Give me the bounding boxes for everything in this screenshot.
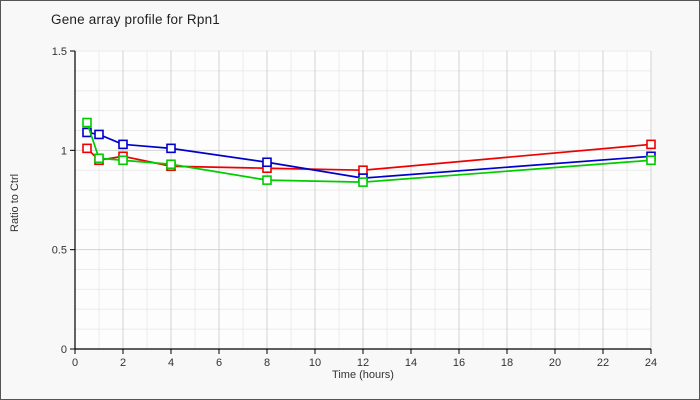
series-green-marker — [646, 155, 656, 166]
series-green-marker — [94, 153, 104, 164]
x-tick-label: 16 — [453, 357, 465, 369]
x-tick-label: 8 — [264, 357, 270, 369]
series-red-marker — [82, 143, 92, 154]
x-axis-label: Time (hours) — [332, 369, 394, 381]
series-blue-marker — [262, 157, 272, 168]
series-green-marker — [118, 155, 128, 166]
x-tick-label: 12 — [357, 357, 369, 369]
y-tick-label: 1.5 — [52, 46, 67, 58]
series-green-marker — [166, 159, 176, 170]
series-red-marker — [358, 165, 368, 175]
y-tick-label: 1 — [61, 145, 67, 157]
series-green-marker — [358, 177, 368, 187]
series-blue-marker — [166, 143, 176, 154]
x-tick-label: 2 — [120, 357, 126, 369]
x-tick-label: 20 — [549, 357, 561, 369]
x-tick-label: 10 — [309, 357, 321, 369]
x-tick-label: 22 — [597, 357, 609, 369]
series-red-marker — [646, 139, 656, 150]
x-tick-label: 4 — [168, 357, 174, 369]
y-tick-label: 0.5 — [52, 245, 67, 257]
x-tick-label: 24 — [645, 357, 657, 369]
chart-title: Gene array profile for Rpn1 — [51, 12, 220, 27]
x-tick-label: 18 — [501, 357, 513, 369]
x-tick-label: 6 — [216, 357, 222, 369]
y-tick-label: 0 — [61, 344, 67, 356]
series-green-marker — [82, 117, 92, 128]
series-green-marker — [262, 175, 272, 185]
y-axis-label: Ratio to Ctrl — [9, 173, 21, 232]
series-blue-marker — [118, 139, 128, 150]
x-tick-label: 0 — [72, 357, 78, 369]
x-tick-label: 14 — [405, 357, 417, 369]
series-blue-marker — [94, 129, 104, 140]
